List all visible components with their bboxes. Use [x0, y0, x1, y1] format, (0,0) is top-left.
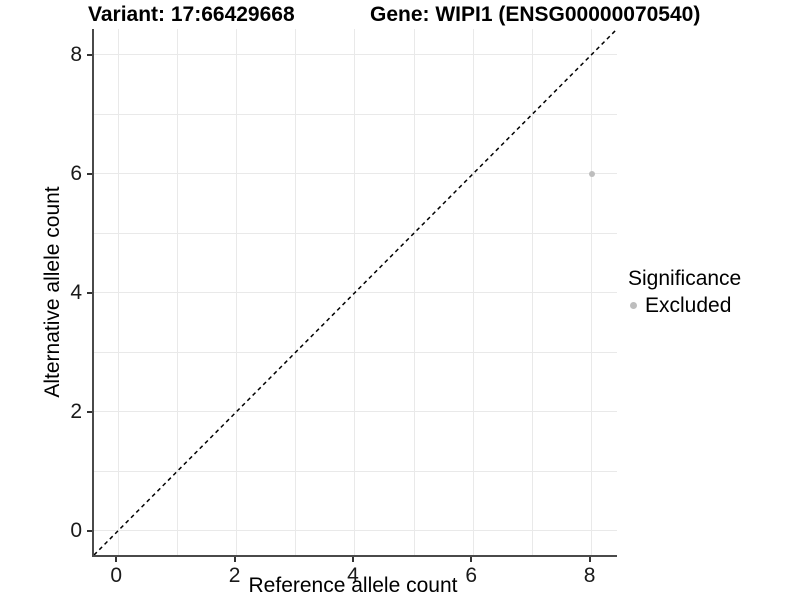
plot-panel [92, 29, 617, 557]
y-tick-mark [87, 53, 92, 56]
identity-line [94, 29, 617, 555]
grid-line-horizontal [94, 232, 617, 234]
grid-line-vertical [236, 29, 238, 555]
y-tick-mark [87, 291, 92, 294]
legend-title: Significance [628, 267, 742, 290]
legend-entry-excluded: Excluded [628, 294, 741, 318]
plot-title-variant: Variant: 17:66429668 [88, 3, 295, 26]
grid-line-horizontal [94, 113, 617, 115]
grid-line-horizontal [94, 411, 617, 413]
y-tick-label: 0 [70, 518, 82, 542]
grid-line-vertical [413, 29, 415, 555]
y-axis-title: Alternative allele count [41, 186, 64, 398]
plot-title-gene: Gene: WIPI1 (ENSG00000070540) [370, 3, 701, 26]
x-tick-label: 2 [228, 564, 241, 587]
x-tick-label: 4 [347, 564, 359, 587]
y-tick-label: 2 [70, 399, 82, 423]
legend: Significance Excluded [628, 267, 741, 318]
data-point [588, 170, 595, 177]
grid-line-horizontal [94, 470, 617, 472]
x-tick-mark [233, 557, 236, 562]
y-tick-label: 8 [70, 42, 82, 66]
grid-line-vertical [472, 29, 474, 555]
x-tick-mark [115, 557, 118, 562]
x-axis-title: Reference allele count [248, 574, 458, 597]
grid-line-horizontal [94, 351, 617, 353]
y-tick-mark [87, 410, 92, 413]
grid-line-vertical [531, 29, 533, 555]
grid-line-vertical [295, 29, 297, 555]
y-tick-mark [87, 172, 92, 175]
x-tick-mark [588, 557, 591, 562]
x-tick-label: 0 [110, 564, 123, 587]
x-tick-label: 8 [583, 564, 596, 587]
grid-line-horizontal [94, 173, 617, 175]
x-tick-mark [470, 557, 473, 562]
grid-line-horizontal [94, 54, 617, 56]
y-tick-label: 6 [70, 161, 82, 185]
y-tick-label: 4 [70, 280, 82, 304]
grid-line-vertical [591, 29, 593, 555]
x-tick-mark [351, 557, 354, 562]
legend-entry-label: Excluded [645, 293, 732, 317]
y-tick-mark [87, 529, 92, 532]
legend-key-dot-icon [630, 302, 637, 310]
grid-line-vertical [117, 29, 119, 555]
grid-line-horizontal [94, 530, 617, 532]
x-tick-label: 6 [465, 564, 478, 587]
grid-line-vertical [176, 29, 178, 555]
